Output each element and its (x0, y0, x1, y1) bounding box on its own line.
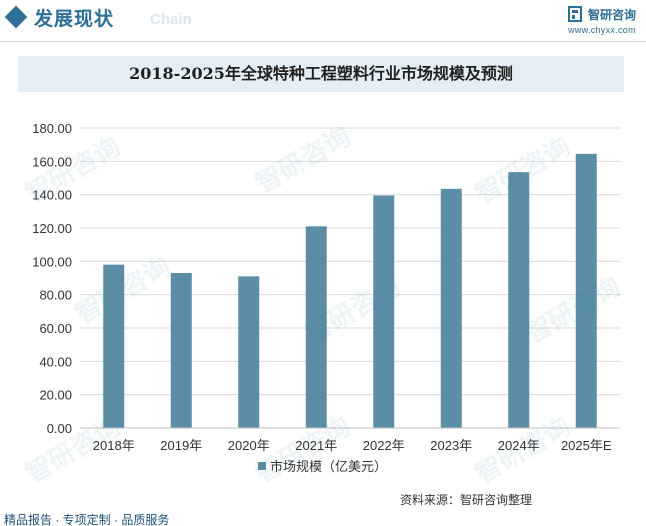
legend-swatch (258, 462, 266, 470)
x-tick-label: 2025年E (561, 438, 612, 453)
section-subtitle: Chain (150, 11, 192, 28)
section-title: 发展现状 (34, 9, 115, 30)
y-tick-label: 180.00 (32, 121, 72, 136)
y-tick-label: 120.00 (32, 221, 72, 236)
x-tick-label: 2022年 (363, 438, 405, 453)
bar (440, 188, 462, 428)
x-tick-label: 2024年 (498, 438, 540, 453)
y-tick-label: 100.00 (32, 254, 72, 269)
bar (373, 195, 395, 428)
x-tick-label: 2023年 (430, 438, 472, 453)
logo-url: www.chyxx.com (568, 25, 636, 35)
bar (508, 172, 530, 428)
legend-label: 市场规模（亿美元） (270, 459, 387, 474)
y-tick-label: 160.00 (32, 154, 72, 169)
x-tick-label: 2018年 (93, 438, 135, 453)
bar (575, 153, 597, 429)
y-tick-label: 140.00 (32, 188, 72, 203)
x-tick-label: 2020年 (228, 438, 270, 453)
footer-slogan: 精品报告 · 专项定制 · 品质服务 (4, 513, 170, 526)
x-tick-label: 2021年 (295, 438, 337, 453)
chart-title-band: 2018-2025年全球特种工程塑料行业市场规模及预测 (18, 56, 624, 92)
y-tick-label: 40.00 (39, 354, 72, 369)
y-tick-label: 60.00 (39, 321, 72, 336)
header-divider (0, 41, 646, 42)
footer-band (0, 510, 646, 526)
y-tick-label: 0.00 (47, 421, 72, 436)
bar (305, 226, 327, 428)
chart-title: 2018-2025年全球特种工程塑料行业市场规模及预测 (129, 64, 513, 83)
logo-name: 智研咨询 (588, 8, 637, 22)
x-tick-label: 2019年 (160, 438, 202, 453)
bar (103, 264, 125, 428)
logo-icon (568, 6, 582, 22)
bar (238, 276, 260, 428)
y-tick-label: 80.00 (39, 288, 72, 303)
bar (170, 273, 192, 428)
header: 发展现状 Chain 智研咨询 www.chyxx.com (0, 0, 646, 38)
source-note: 资料来源：智研咨询整理 (400, 493, 533, 507)
y-tick-label: 20.00 (39, 388, 72, 403)
